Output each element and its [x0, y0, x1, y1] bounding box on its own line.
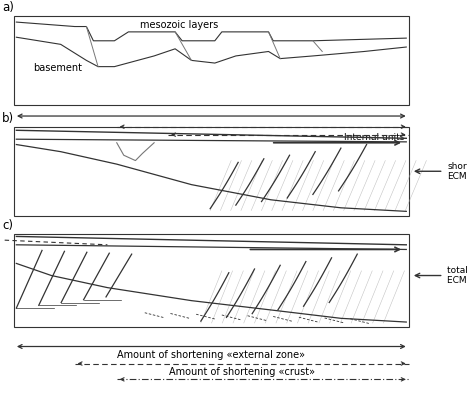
Text: shortening
ECM: shortening ECM: [447, 162, 467, 181]
Bar: [14, 234, 409, 327]
Text: total shortening:
ECM + subalpine: total shortening: ECM + subalpine: [447, 266, 467, 285]
Bar: [14, 16, 409, 105]
Text: c): c): [2, 219, 14, 232]
Text: Amount of shortening «external zone»: Amount of shortening «external zone»: [117, 350, 305, 360]
Text: Amount of shortening «crust»: Amount of shortening «crust»: [169, 367, 315, 377]
Text: basement: basement: [33, 63, 82, 72]
Text: Internal units: Internal units: [344, 133, 404, 142]
Text: b): b): [2, 112, 14, 125]
Text: a): a): [2, 1, 14, 14]
Text: mesozoic layers: mesozoic layers: [140, 20, 219, 30]
Bar: [14, 127, 409, 216]
